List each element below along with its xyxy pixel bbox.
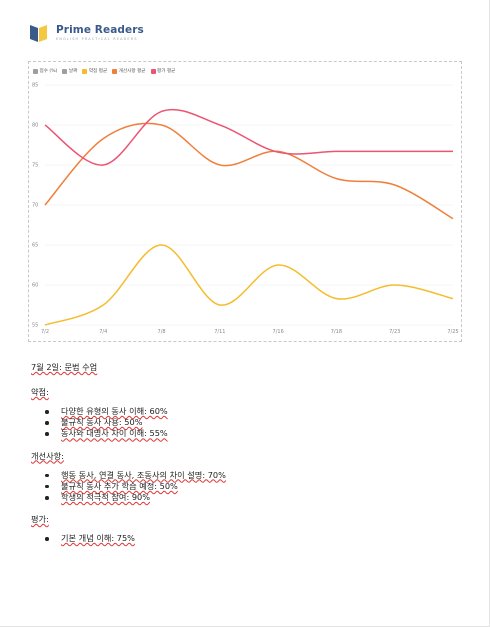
legend-label: 약점 평균 — [88, 69, 108, 74]
improvements-heading-text: 개선사항: — [31, 450, 64, 461]
evaluation-heading: 평가: — [31, 514, 461, 525]
brand-tagline: ENGLISH PRACTICAL READERS — [56, 37, 138, 41]
legend-swatch — [112, 68, 118, 74]
session-notes: 7월 2일: 문법 수업 약점: 다양한 유형의 동사 이해: 60% 불규칙 … — [31, 362, 461, 555]
legend-label: 날짜 — [68, 69, 78, 74]
legend-item-evaluation[interactable]: 평가 평균 — [150, 68, 176, 74]
legend-label: 개선사항 평균 — [118, 69, 146, 74]
brand-logo: Prime Readers ENGLISH PRACTICAL READERS — [28, 20, 144, 46]
y-tick-label: 75 — [32, 163, 38, 169]
series-line-3 — [44, 108, 453, 166]
y-tick-label: 80 — [32, 123, 38, 129]
session-title-text: 7월 2일: 문법 수업 — [31, 362, 98, 372]
list-item: 학생의 적극적 참여: 90% — [45, 492, 461, 503]
x-tick-label: 7/11 — [214, 329, 225, 335]
weaknesses-list: 다양한 유형의 동사 이해: 60% 불규칙 동사 사용: 50% 동사와 대명… — [45, 406, 461, 440]
x-tick-label: 7/25 — [447, 329, 458, 335]
x-tick-label: 7/16 — [273, 329, 284, 335]
weaknesses-heading-text: 약점: — [31, 387, 49, 397]
list-item-text: 불규칙 동사 사용: 50% — [61, 417, 143, 428]
evaluation-list: 기본 개념 이해: 75% — [45, 533, 461, 544]
list-item-text: 기본 개념 이해: 75% — [61, 533, 135, 544]
legend-item-date[interactable]: 날짜 — [62, 68, 77, 74]
evaluation-heading-text: 평가: — [31, 514, 49, 525]
list-item: 다양한 유형의 동사 이해: 60% — [45, 406, 461, 417]
x-tick-label: 7/23 — [389, 329, 400, 335]
list-item-text: 학생의 적극적 참여: 90% — [61, 492, 151, 503]
y-tick-label: 60 — [32, 283, 38, 289]
legend-item-score[interactable]: 점수 (%) — [33, 68, 57, 74]
legend-swatch — [62, 68, 68, 74]
legend-swatch — [82, 68, 88, 74]
score-chart: 점수 (%) 날짜 약점 평균 개선사항 평균 평가 평균 55 60 65 70 75… — [28, 61, 462, 342]
legend-swatch — [33, 68, 38, 74]
list-item: 행동 동사, 연결 동사, 조동사의 차이 설명: 70% — [45, 469, 461, 481]
x-tick-label: 7/18 — [331, 329, 342, 335]
legend-label: 평가 평균 — [157, 69, 176, 74]
chart-legend: 점수 (%) 날짜 약점 평균 개선사항 평균 평가 평균 — [33, 68, 177, 74]
list-item-text: 동사와 대명사 차이 이해: 55% — [61, 428, 168, 439]
legend-item-weakness[interactable]: 약점 평균 — [82, 68, 107, 74]
book-logo-icon — [30, 25, 47, 42]
improvements-list: 행동 동사, 연결 동사, 조동사의 차이 설명: 70% 불규칙 동사 추가 … — [45, 469, 461, 504]
legend-label: 점수 (%) — [39, 69, 58, 74]
legend-swatch — [150, 68, 156, 74]
list-item: 불규칙 동사 사용: 50% — [45, 417, 461, 428]
y-tick-label: 85 — [32, 83, 38, 89]
x-tick-label: 7/8 — [158, 329, 166, 335]
x-tick-label: 7/2 — [41, 329, 49, 335]
x-tick-label: 7/4 — [99, 329, 107, 335]
improvements-heading: 개선사항: — [31, 451, 461, 462]
weaknesses-heading: 약점: — [31, 387, 461, 398]
session-title: 7월 2일: 문법 수업 — [31, 362, 461, 373]
list-item: 불규칙 동사 추가 학습 예정: 50% — [45, 480, 461, 492]
list-item-text: 행동 동사, 연결 동사, 조동사의 차이 설명: 70% — [61, 469, 226, 480]
y-tick-label: 65 — [32, 243, 38, 249]
y-tick-label: 55 — [32, 323, 38, 329]
list-item: 기본 개념 이해: 75% — [45, 533, 461, 544]
list-item-text: 다양한 유형의 동사 이해: 60% — [61, 406, 168, 416]
y-tick-label: 70 — [32, 203, 38, 209]
series-line-2 — [44, 122, 454, 220]
series-line-1 — [44, 244, 454, 326]
legend-item-improvement[interactable]: 개선사항 평균 — [112, 68, 146, 74]
list-item-text: 불규칙 동사 추가 학습 예정: 50% — [61, 480, 178, 491]
brand-name: Prime Readers — [56, 24, 144, 36]
list-item: 동사와 대명사 차이 이해: 55% — [45, 428, 461, 439]
chart-plot: 55 60 65 70 75 80 85 7/2 7/4 7/8 7/11 7/16 7/18 7/23 7… — [32, 83, 459, 335]
